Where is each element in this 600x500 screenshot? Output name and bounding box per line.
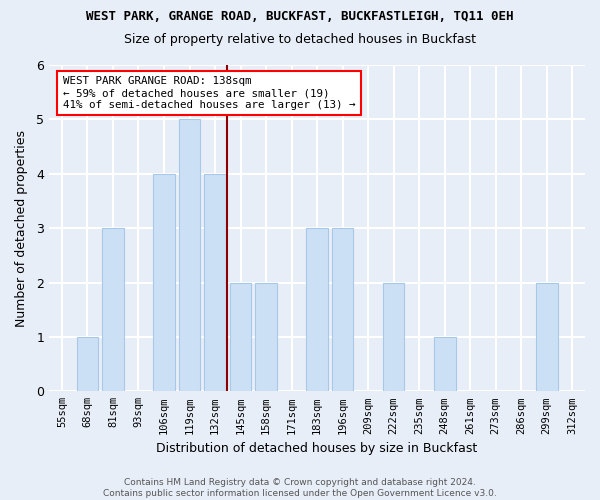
Text: WEST PARK GRANGE ROAD: 138sqm
← 59% of detached houses are smaller (19)
41% of s: WEST PARK GRANGE ROAD: 138sqm ← 59% of d…: [62, 76, 355, 110]
Bar: [77, 337, 98, 392]
Bar: [332, 228, 353, 392]
Bar: [383, 282, 404, 392]
Text: WEST PARK, GRANGE ROAD, BUCKFAST, BUCKFASTLEIGH, TQ11 0EH: WEST PARK, GRANGE ROAD, BUCKFAST, BUCKFA…: [86, 10, 514, 23]
Bar: [204, 174, 226, 392]
Bar: [179, 120, 200, 392]
Y-axis label: Number of detached properties: Number of detached properties: [15, 130, 28, 326]
Bar: [102, 228, 124, 392]
Bar: [536, 282, 557, 392]
Bar: [153, 174, 175, 392]
Bar: [306, 228, 328, 392]
Bar: [255, 282, 277, 392]
X-axis label: Distribution of detached houses by size in Buckfast: Distribution of detached houses by size …: [157, 442, 478, 455]
Bar: [230, 282, 251, 392]
Text: Size of property relative to detached houses in Buckfast: Size of property relative to detached ho…: [124, 32, 476, 46]
Text: Contains HM Land Registry data © Crown copyright and database right 2024.
Contai: Contains HM Land Registry data © Crown c…: [103, 478, 497, 498]
Bar: [434, 337, 455, 392]
